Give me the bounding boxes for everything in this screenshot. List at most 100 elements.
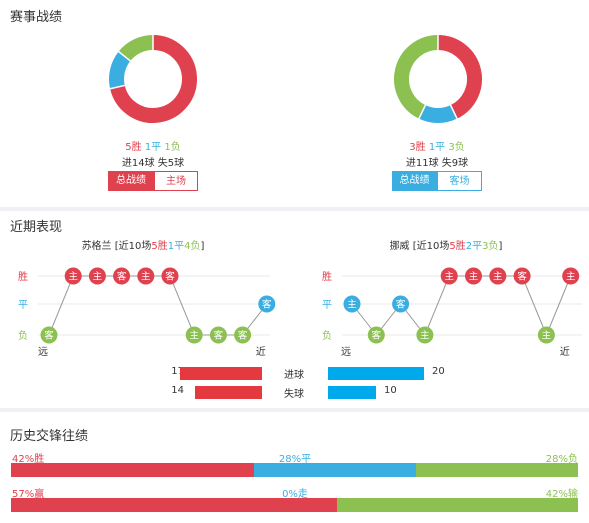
right-form-match-5[interactable] bbox=[465, 267, 482, 285]
left-team-name: 苏格兰 bbox=[81, 241, 112, 252]
right-recent-wins: 5胜 bbox=[449, 241, 466, 252]
left-form-match-venue-5: 客 bbox=[165, 271, 175, 283]
left-tab-overall[interactable]: 总战绩 bbox=[108, 171, 154, 191]
right-goals-against-value: 10 bbox=[384, 385, 397, 396]
right-recent-header: 挪威 [近10场5胜2平3负] bbox=[316, 237, 576, 252]
h2h-handicap-segment-left bbox=[11, 498, 338, 512]
right-donut-separator bbox=[449, 104, 458, 119]
left-record-goals: 进14球 失5球 bbox=[121, 158, 185, 169]
goals-for-label: 进球 bbox=[284, 370, 304, 381]
left-form-match-3[interactable] bbox=[113, 267, 131, 285]
left-goals-for-value: 17 bbox=[171, 366, 184, 377]
right-recent-prefix: [近10场 bbox=[412, 241, 450, 252]
right-form-match-venue-1: 客 bbox=[372, 330, 382, 342]
left-recent-wins: 5胜 bbox=[151, 241, 168, 252]
left-form-near-label: 近 bbox=[256, 345, 266, 358]
left-donut-separator bbox=[118, 50, 131, 62]
left-form-match-8[interactable] bbox=[234, 326, 252, 344]
right-donut-separator bbox=[418, 104, 427, 119]
left-goals-against-bar bbox=[195, 386, 262, 399]
left-record-wdl: 5胜 1平 1负 bbox=[53, 138, 253, 153]
right-form-match-venue-3: 主 bbox=[420, 330, 430, 342]
h2h-draw-pct: 28%平 bbox=[278, 454, 312, 465]
right-form-match-7[interactable] bbox=[513, 267, 531, 285]
right-recent-losses: 3负 bbox=[482, 241, 499, 252]
right-goals-for-value: 20 bbox=[432, 366, 445, 377]
h2h-result-segment-right bbox=[416, 463, 578, 477]
right-form-match-venue-8: 主 bbox=[542, 330, 552, 342]
left-loss-count: 1负 bbox=[164, 142, 181, 153]
right-goals-for-bar bbox=[328, 367, 424, 380]
left-form-match-5[interactable] bbox=[161, 267, 179, 285]
record-panel: 赛事战绩 5胜 1平 1负 进14球 失5球 总战绩 主场 3胜 1平 3负 进… bbox=[0, 0, 589, 207]
left-recent-suffix: ] bbox=[200, 241, 205, 252]
right-record-goals: 进11球 失9球 bbox=[405, 158, 469, 169]
record-section-title: 赛事战绩 bbox=[10, 10, 63, 25]
left-recent-prefix: [近10场 bbox=[114, 241, 152, 252]
left-recent-losses: 4负 bbox=[184, 241, 201, 252]
right-recent-suffix: ] bbox=[498, 241, 503, 252]
right-form-match-venue-9: 主 bbox=[566, 271, 576, 283]
left-form-match-2[interactable] bbox=[88, 267, 106, 285]
left-form-match-venue-3: 客 bbox=[117, 271, 127, 283]
right-tab-away[interactable]: 客场 bbox=[437, 171, 482, 191]
right-loss-count: 3负 bbox=[448, 142, 465, 153]
left-form-match-venue-6: 主 bbox=[189, 330, 199, 342]
left-form-match-9[interactable] bbox=[258, 295, 276, 313]
right-form-match-6[interactable] bbox=[489, 267, 507, 285]
recent-section-title: 近期表现 bbox=[10, 220, 63, 235]
right-win-count: 3胜 bbox=[409, 142, 426, 153]
right-form-match-0[interactable] bbox=[343, 295, 361, 313]
left-donut-separator bbox=[109, 84, 125, 90]
right-form-match-3[interactable] bbox=[416, 326, 434, 344]
h2h-section-title: 历史交锋往绩 bbox=[10, 429, 89, 444]
right-form-match-1[interactable] bbox=[367, 326, 385, 344]
left-form-axis-D: 平 bbox=[18, 300, 28, 311]
right-form-near-label: 近 bbox=[560, 345, 570, 358]
h2h-result-segment-mid bbox=[254, 463, 416, 477]
h2h-handicap-segment-right bbox=[337, 498, 578, 512]
right-form-match-venue-4: 主 bbox=[444, 271, 454, 283]
h2h-result-bar bbox=[11, 463, 578, 477]
left-form-match-7[interactable] bbox=[209, 326, 227, 344]
left-form-match-venue-0: 客 bbox=[44, 330, 54, 342]
right-recent-draws: 2平 bbox=[465, 241, 483, 252]
right-form-match-8[interactable] bbox=[537, 326, 555, 344]
right-form-match-4[interactable] bbox=[440, 267, 458, 285]
right-donut-slice-2 bbox=[394, 35, 439, 119]
left-form-match-6[interactable] bbox=[185, 326, 203, 344]
left-tab-home[interactable]: 主场 bbox=[154, 171, 198, 191]
left-goals-for-bar bbox=[180, 367, 262, 380]
right-form-trend-line bbox=[351, 275, 572, 337]
right-form-match-venue-0: 主 bbox=[347, 299, 357, 311]
right-donut-slice-1 bbox=[418, 104, 458, 123]
h2h-panel: 历史交锋往绩 42%胜 28%平 28%负 57%赢 0%走 42%输 bbox=[0, 412, 589, 523]
right-record-wdl: 3胜 1平 3负 bbox=[337, 138, 537, 153]
left-form-match-venue-2: 主 bbox=[93, 271, 103, 283]
left-form-axis-W: 胜 bbox=[18, 271, 28, 283]
right-form-axis-L: 负 bbox=[322, 329, 332, 342]
left-form-far-label: 远 bbox=[38, 346, 48, 358]
h2h-handicap-lose-pct: 42%输 bbox=[545, 489, 578, 500]
right-form-far-label: 远 bbox=[341, 346, 351, 358]
right-team-name: 挪威 bbox=[389, 241, 410, 252]
right-form-match-9[interactable] bbox=[562, 267, 580, 285]
left-win-count: 5胜 bbox=[125, 142, 142, 153]
left-donut-slice-1 bbox=[109, 51, 131, 89]
recent-panel: 近期表现 苏格兰 [近10场5胜1平4负] 挪威 [近10场5胜2平3负] 胜平… bbox=[0, 211, 589, 408]
left-recent-header: 苏格兰 [近10场5胜1平4负] bbox=[13, 237, 273, 252]
right-tab-overall[interactable]: 总战绩 bbox=[392, 171, 437, 191]
h2h-result-segment-left bbox=[11, 463, 254, 477]
right-form-match-venue-2: 客 bbox=[396, 299, 406, 311]
left-form-match-venue-1: 主 bbox=[68, 271, 78, 283]
right-form-axis-W: 胜 bbox=[322, 271, 332, 283]
left-form-match-1[interactable] bbox=[64, 267, 82, 285]
left-form-match-4[interactable] bbox=[137, 267, 155, 285]
left-form-match-0[interactable] bbox=[40, 326, 58, 344]
right-donut-slice-0 bbox=[437, 35, 482, 119]
left-donut-slice-0 bbox=[110, 35, 197, 123]
h2h-win-pct: 42%胜 bbox=[12, 454, 45, 465]
left-form-match-venue-8: 客 bbox=[238, 330, 248, 342]
right-form-match-2[interactable] bbox=[392, 295, 410, 313]
left-form-axis-L: 负 bbox=[18, 329, 28, 342]
